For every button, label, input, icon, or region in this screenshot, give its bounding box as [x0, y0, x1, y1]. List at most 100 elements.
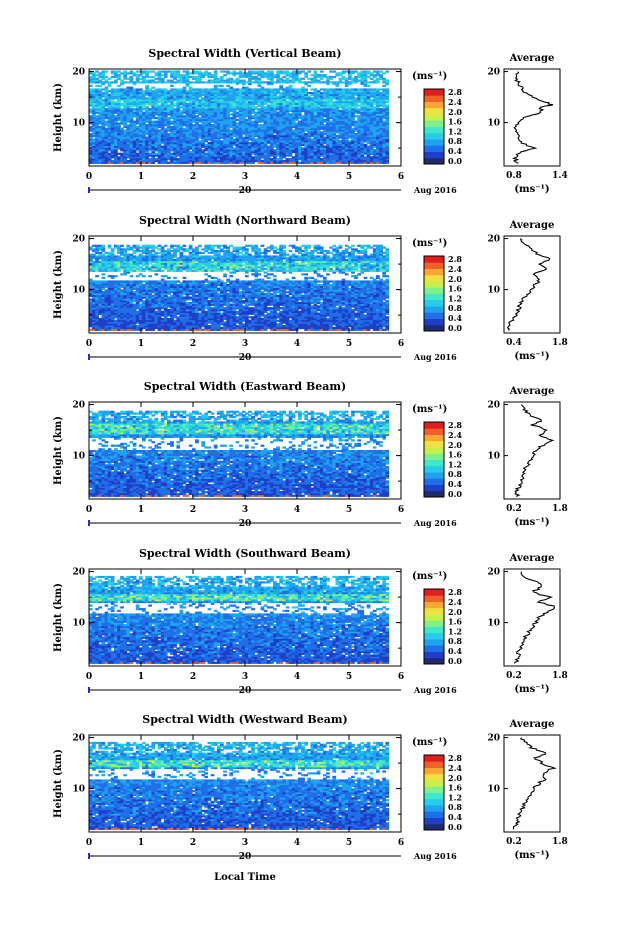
colorbar-segment	[424, 441, 444, 448]
x-tick-label: 2	[190, 838, 196, 848]
y-axis-label: Height (km)	[53, 583, 64, 652]
x-tick-label: 6	[398, 838, 404, 848]
panel-title: Spectral Width (Southward Beam)	[139, 547, 351, 560]
colorbar-segment	[424, 589, 444, 596]
colorbar: 0.00.40.81.21.62.02.42.8	[424, 753, 462, 832]
colorbar-segment	[424, 145, 444, 152]
colorbar-segment	[424, 774, 444, 781]
colorbar-segment	[424, 262, 444, 269]
colorbar-segment	[424, 152, 444, 159]
x-tick-label: 5	[346, 672, 352, 682]
average-title: Average	[509, 220, 555, 231]
colorbar-segment	[424, 645, 444, 652]
colorbar-segment	[424, 478, 444, 485]
colorbar-segment	[424, 139, 444, 146]
colorbar-tick-label: 2.8	[448, 254, 462, 264]
colorbar-segment	[424, 325, 444, 332]
colorbar-segment	[424, 447, 444, 454]
colorbar-tick-label: 0.8	[448, 802, 462, 812]
average-unit: (ms⁻¹)	[514, 184, 549, 195]
avg-y-tick-label: 10	[487, 119, 500, 129]
colorbar: 0.00.40.81.21.62.02.42.8	[424, 254, 462, 333]
colorbar-tick-label: 1.6	[448, 284, 462, 294]
colorbar-segment	[424, 472, 444, 479]
panel-4: Spectral Width (Southward Beam)1020Heigh…	[53, 547, 568, 696]
x-tick-label: 6	[398, 339, 404, 349]
month-label: Aug 2016	[413, 352, 457, 362]
colorbar-segment	[424, 755, 444, 762]
heatmap-cells	[89, 411, 389, 497]
y-axis-label: Height (km)	[53, 749, 64, 818]
avg-y-tick-label: 10	[487, 286, 500, 296]
avg-x-tick-label: 0.2	[506, 671, 522, 681]
average-title: Average	[509, 553, 555, 564]
panel-title: Spectral Width (Westward Beam)	[142, 713, 347, 726]
month-label: Aug 2016	[413, 185, 457, 195]
average-title: Average	[509, 719, 555, 730]
colorbar-segment	[424, 435, 444, 442]
colorbar: 0.00.40.81.21.62.02.42.8	[424, 587, 462, 666]
colorbar-unit: (ms⁻¹)	[412, 737, 447, 748]
x-tick-label: 2	[190, 172, 196, 182]
avg-y-tick-label: 10	[487, 785, 500, 795]
colorbar-segment	[424, 102, 444, 109]
x-tick-label: 5	[346, 172, 352, 182]
average-line	[508, 239, 550, 331]
colorbar-tick-label: 1.2	[448, 626, 462, 636]
colorbar-tick-label: 1.2	[448, 792, 462, 802]
average-unit: (ms⁻¹)	[514, 684, 549, 695]
colorbar-tick-label: 2.0	[448, 440, 462, 450]
colorbar-segment	[424, 422, 444, 429]
colorbar-tick-label: 0.8	[448, 636, 462, 646]
colorbar-segment	[424, 658, 444, 665]
x-tick-label: 6	[398, 505, 404, 515]
colorbar-tick-label: 2.4	[448, 97, 462, 107]
colorbar-tick-label: 2.8	[448, 753, 462, 763]
x-tick-label: 0	[86, 672, 92, 682]
colorbar-tick-label: 2.4	[448, 763, 462, 773]
avg-x-tick-label: 1.8	[552, 671, 568, 681]
colorbar-segment	[424, 614, 444, 621]
colorbar-segment	[424, 608, 444, 615]
colorbar-tick-label: 2.0	[448, 773, 462, 783]
x-tick-label: 2	[190, 339, 196, 349]
colorbar-segment	[424, 485, 444, 492]
average-unit: (ms⁻¹)	[514, 517, 549, 528]
month-label: Aug 2016	[413, 518, 457, 528]
y-tick-label: 20	[72, 68, 85, 78]
panel-1: Spectral Width (Vertical Beam)1020Height…	[53, 47, 568, 196]
colorbar-tick-label: 0.0	[448, 656, 462, 666]
x-tick-label: 3	[242, 339, 248, 349]
colorbar-tick-label: 0.0	[448, 323, 462, 333]
colorbar-segment	[424, 306, 444, 313]
x-tick-label: 2	[190, 505, 196, 515]
avg-y-tick-label: 20	[487, 734, 500, 744]
average-line	[514, 572, 554, 664]
colorbar-tick-label: 0.8	[448, 303, 462, 313]
y-tick-label: 10	[72, 119, 85, 129]
average-line	[513, 738, 555, 830]
x-tick-label: 5	[346, 838, 352, 848]
colorbar-tick-label: 1.6	[448, 617, 462, 627]
panel-5: Spectral Width (Westward Beam) 10 20 Height…	[53, 713, 568, 862]
x-tick-label: 6	[398, 172, 404, 182]
x-tick-label: 5	[346, 339, 352, 349]
average-unit: (ms⁻¹)	[514, 351, 549, 362]
x-tick-label: 5	[346, 505, 352, 515]
colorbar: 0.00.40.81.21.62.02.42.8	[424, 87, 462, 166]
x-tick-label: 0	[86, 505, 92, 515]
colorbar-segment	[424, 158, 444, 165]
colorbar-tick-label: 1.6	[448, 450, 462, 460]
x-axis-label: Local Time	[214, 872, 276, 883]
heatmap-cells	[89, 742, 389, 830]
y-tick-label: 20	[72, 401, 85, 411]
y-axis-label: Height (km)	[53, 416, 64, 485]
colorbar-tick-label: 2.8	[448, 587, 462, 597]
colorbar-unit: (ms⁻¹)	[412, 71, 447, 82]
colorbar-segment	[424, 300, 444, 307]
colorbar-tick-label: 1.2	[448, 126, 462, 136]
panel-3: Spectral Width (Eastward Beam)1020Height…	[53, 380, 568, 529]
day-label: 20	[239, 686, 252, 696]
